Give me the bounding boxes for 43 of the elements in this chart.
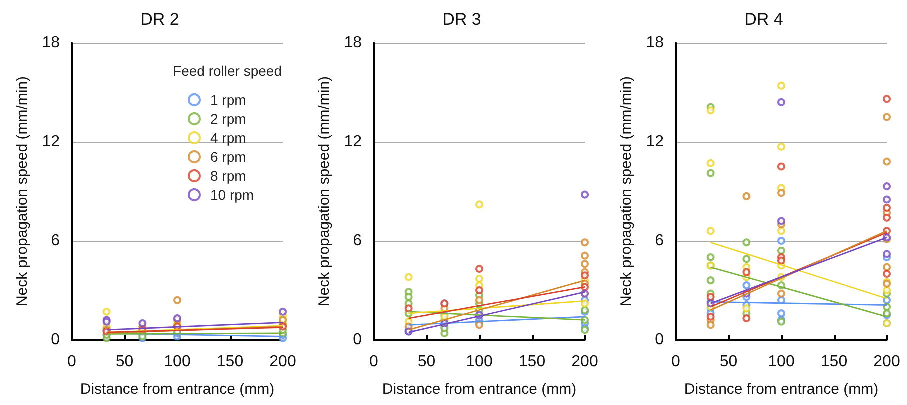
chart-title: DR 2 — [140, 10, 180, 29]
legend-label: 8 rpm — [210, 168, 246, 184]
x-tick-label: 0 — [68, 354, 77, 370]
legend-label: 10 rpm — [210, 187, 254, 203]
legend-title: Feed roller speed — [173, 63, 282, 79]
legend-label: 2 rpm — [210, 111, 246, 127]
y-tick-label: 18 — [646, 34, 664, 52]
x-tick-label: 50 — [418, 354, 436, 370]
y-tick-label: 12 — [42, 134, 60, 150]
y-tick-label: 6 — [353, 232, 362, 250]
x-tick-label: 50 — [720, 354, 738, 370]
chart-title: DR 4 — [744, 10, 784, 29]
y-tick-label: 0 — [655, 332, 664, 348]
x-tick-label: 100 — [164, 354, 191, 370]
legend-label: 4 rpm — [210, 130, 246, 146]
x-axis-title: Distance from entrance (mm) — [80, 381, 275, 398]
y-axis-title: Neck propagation speed (mm/min) — [316, 76, 333, 307]
x-tick-label: 100 — [768, 354, 795, 370]
x-tick-label: 200 — [874, 354, 900, 370]
x-tick-label: 150 — [518, 354, 546, 370]
y-tick-label: 18 — [344, 34, 362, 52]
x-tick-label: 50 — [116, 354, 134, 370]
y-tick-label: 12 — [344, 134, 362, 150]
x-axis-title: Distance from entrance (mm) — [382, 381, 577, 398]
y-tick-label: 0 — [353, 332, 362, 348]
y-axis-title: Neck propagation speed (mm/min) — [618, 76, 635, 307]
y-tick-label: 6 — [655, 232, 664, 250]
x-tick-label: 0 — [370, 354, 379, 370]
y-tick-label: 0 — [51, 332, 60, 348]
x-tick-label: 100 — [466, 354, 493, 370]
x-tick-label: 150 — [820, 354, 848, 370]
x-tick-label: 0 — [672, 354, 681, 370]
y-tick-label: 6 — [51, 232, 60, 250]
legend-label: 6 rpm — [210, 149, 246, 165]
x-tick-label: 200 — [572, 354, 598, 370]
chart-title: DR 3 — [442, 10, 482, 29]
y-axis-title: Neck propagation speed (mm/min) — [14, 76, 31, 307]
legend-label: 1 rpm — [210, 92, 246, 108]
y-tick-label: 18 — [42, 34, 60, 52]
x-axis-title: Distance from entrance (mm) — [684, 381, 879, 398]
y-tick-label: 12 — [646, 134, 664, 150]
x-tick-label: 150 — [216, 354, 244, 370]
x-tick-label: 200 — [270, 354, 296, 370]
